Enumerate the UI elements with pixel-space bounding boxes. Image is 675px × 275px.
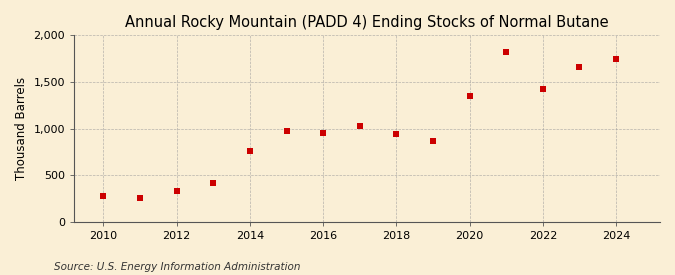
Point xyxy=(464,94,475,98)
Point xyxy=(537,87,548,92)
Text: Source: U.S. Energy Information Administration: Source: U.S. Energy Information Administ… xyxy=(54,262,300,272)
Point xyxy=(501,50,512,54)
Point xyxy=(318,131,329,135)
Point xyxy=(354,123,365,128)
Point xyxy=(427,138,438,143)
Point xyxy=(574,65,585,69)
Point xyxy=(208,181,219,185)
Point xyxy=(171,188,182,193)
Point xyxy=(244,149,255,153)
Point xyxy=(98,194,109,198)
Point xyxy=(281,129,292,134)
Point xyxy=(391,132,402,136)
Y-axis label: Thousand Barrels: Thousand Barrels xyxy=(15,77,28,180)
Point xyxy=(135,196,146,200)
Title: Annual Rocky Mountain (PADD 4) Ending Stocks of Normal Butane: Annual Rocky Mountain (PADD 4) Ending St… xyxy=(126,15,609,30)
Point xyxy=(611,56,622,61)
